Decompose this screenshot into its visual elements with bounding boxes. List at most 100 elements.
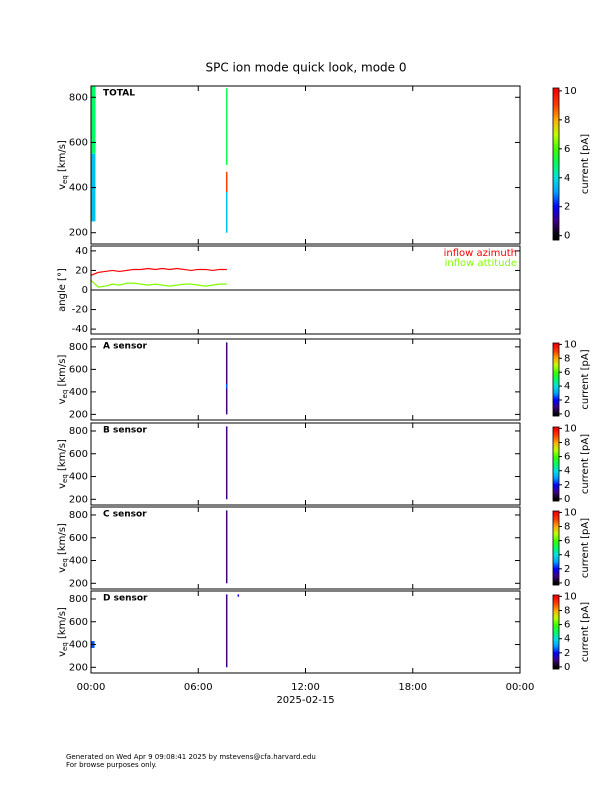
colorbar-swatch (553, 511, 559, 513)
colorbar-swatch (553, 100, 559, 104)
colorbar-swatch (553, 487, 559, 489)
colorbar-swatch (553, 438, 559, 440)
colorbar-swatch (553, 654, 559, 656)
colorbar-swatch (553, 524, 559, 527)
colorbar-swatch (553, 499, 559, 502)
colorbar-tick-label: 6 (564, 536, 570, 547)
colorbar-tick-label: 4 (564, 381, 570, 392)
y-tick-label: 40 (75, 246, 88, 257)
colorbar-swatch (553, 643, 559, 645)
colorbar-swatch (553, 445, 559, 448)
y-tick-label: 600 (69, 533, 88, 544)
plot-area (91, 267, 520, 291)
colorbar-swatch (553, 602, 559, 604)
colorbar-swatch (553, 645, 559, 648)
y-tick-label: 800 (69, 426, 88, 437)
y-axis-label-unit: [km/s] (57, 140, 68, 175)
colorbar-swatch (553, 433, 559, 435)
colorbar-swatch (553, 447, 559, 450)
colorbar-swatch (553, 601, 559, 603)
colorbar-swatch (553, 362, 559, 364)
colorbar-tick-label: 0 (564, 231, 570, 242)
y-axis-label-main: v (57, 398, 68, 404)
colorbar-swatch (553, 652, 559, 655)
colorbar-swatch (553, 529, 559, 532)
colorbar-swatch (553, 567, 559, 570)
colorbar-swatch (553, 450, 559, 452)
colorbar-swatch (553, 623, 559, 625)
colorbar-swatch (553, 219, 559, 223)
colorbar-swatch (553, 90, 559, 94)
colorbar-swatch (553, 357, 559, 360)
colorbar-frame (552, 342, 560, 417)
colorbar-swatch (553, 133, 559, 137)
colorbar-swatch (553, 656, 559, 659)
colorbar-tick-label: 8 (564, 353, 570, 364)
colorbar-swatch (553, 512, 559, 514)
colorbar-swatch (553, 118, 559, 122)
colorbar-swatch (553, 131, 559, 134)
colorbar-swatch (553, 636, 559, 639)
colorbar-swatch (553, 618, 559, 620)
colorbar-swatch (553, 237, 559, 241)
colorbar-tick-label: 10 (564, 591, 577, 602)
colorbar-tick-label: 6 (564, 367, 570, 378)
colorbar-swatch (553, 482, 559, 485)
colorbar-swatch (553, 514, 559, 517)
colorbar-swatch (553, 352, 559, 355)
colorbar-swatch (553, 627, 559, 629)
colorbar-tick-label: 4 (564, 550, 570, 561)
colorbar-swatch (553, 368, 559, 371)
colorbar-swatch (553, 186, 559, 190)
colorbar-tick-label: 10 (564, 339, 577, 350)
legend-entry: inflow azimuth (444, 248, 517, 259)
colorbar-swatch (553, 617, 559, 619)
panel-label: D sensor (103, 594, 148, 604)
colorbar-frame (552, 87, 560, 241)
colorbar-tick-label: 2 (564, 202, 570, 213)
y-axis-label-sub: eq (61, 474, 69, 483)
colorbar-label: current [pA] (580, 434, 591, 494)
x-tick-label: 00:00 (506, 682, 535, 693)
colorbar-tick-label: 4 (564, 634, 570, 645)
colorbar-tick-label: 0 (564, 578, 570, 589)
colorbar-swatch (553, 666, 559, 669)
colorbar-swatch (553, 176, 559, 180)
colorbar-swatch (553, 566, 559, 569)
plot-area (225, 426, 228, 500)
colorbar-swatch (553, 222, 559, 226)
colorbar-swatch (553, 576, 559, 578)
spectrogram-cell (225, 384, 228, 389)
colorbar-swatch (553, 383, 559, 385)
colorbar-swatch (553, 105, 559, 109)
colorbar-swatch (553, 202, 559, 205)
colorbar-swatch (553, 126, 559, 129)
colorbar-swatch (553, 364, 559, 367)
y-axis-label-main: angle [°] (57, 268, 68, 312)
colorbar-swatch (553, 343, 559, 345)
colorbar-swatch (553, 391, 559, 394)
colorbar-swatch (553, 535, 559, 538)
colorbar-swatch (553, 599, 559, 602)
colorbar-swatch (553, 408, 559, 411)
colorbar-swatch (553, 523, 559, 525)
y-axis-label-main: v (57, 567, 68, 573)
colorbar-swatch (553, 405, 559, 407)
y-tick-label: 800 (69, 594, 88, 605)
colorbar-swatch (553, 460, 559, 462)
colorbar-tick-label: 2 (564, 564, 570, 575)
colorbar-tick-label: 6 (564, 144, 570, 155)
colorbar-swatch (553, 158, 559, 162)
y-axis-label: angle [°] (57, 268, 68, 312)
colorbar-swatch (553, 196, 559, 200)
colorbar-swatch (553, 153, 559, 157)
colorbar-swatch (553, 491, 559, 493)
colorbar-tick-label: 8 (564, 522, 570, 533)
y-tick-label: -20 (72, 305, 88, 316)
colorbar-swatch (553, 533, 559, 535)
spectrogram-cell (225, 88, 228, 165)
colorbar-swatch (553, 557, 559, 560)
colorbar-swatch (553, 207, 559, 210)
colorbar-swatch (553, 93, 559, 96)
colorbar-swatch (553, 148, 559, 152)
